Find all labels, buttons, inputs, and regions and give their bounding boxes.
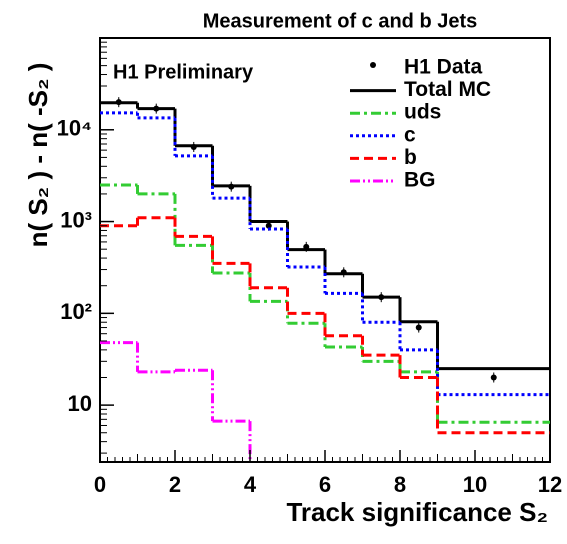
legend-label: b — [404, 146, 417, 169]
legend-label: H1 Data — [404, 56, 483, 79]
x-tick-label: 12 — [538, 472, 562, 497]
x-tick-label: 2 — [169, 472, 181, 497]
y-tick-label: 10 — [68, 391, 92, 416]
annotation: H1 Preliminary — [113, 61, 254, 83]
legend-label: c — [404, 123, 416, 146]
x-tick-label: 10 — [463, 472, 487, 497]
legend-label: Total MC — [404, 78, 491, 101]
data-point — [490, 374, 497, 381]
plot-area — [100, 97, 550, 462]
x-axis-label: Track significance S₂ — [286, 497, 548, 527]
legend-label: BG — [404, 169, 436, 192]
x-tick-label: 8 — [394, 472, 406, 497]
legend-label: uds — [404, 101, 441, 124]
chart-title: Measurement of c and b Jets — [203, 10, 478, 32]
data-point — [415, 324, 422, 331]
y-tick-label: 10³ — [60, 207, 92, 232]
x-tick-label: 4 — [244, 472, 257, 497]
legend-swatch — [370, 62, 376, 68]
data-point — [265, 222, 272, 229]
y-tick-label: 10⁴ — [57, 116, 92, 141]
y-axis-label: n( S₂ ) - n( -S₂ ) — [23, 63, 53, 248]
x-tick-label: 0 — [94, 472, 106, 497]
y-tick-label: 10² — [60, 299, 92, 324]
x-tick-label: 6 — [319, 472, 331, 497]
